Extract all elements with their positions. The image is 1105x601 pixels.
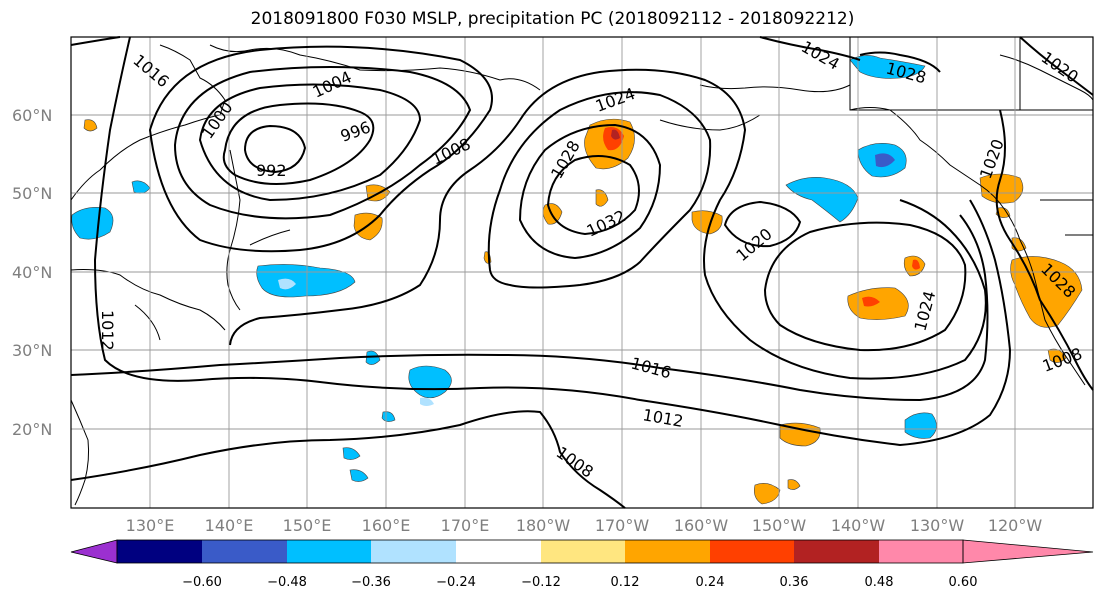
map-title: 2018091800 F030 MSLP, precipitation PC (…: [250, 9, 855, 29]
colorbar-tick: −0.36: [351, 575, 391, 590]
colorbar-tick: −0.60: [182, 575, 222, 590]
colorbar-extend-max: [962, 539, 1094, 564]
colorbar-segment: [541, 540, 625, 563]
isobars: [70, 36, 1094, 509]
lon-label: 150°E: [283, 516, 332, 535]
colorbar-segment: [287, 540, 371, 563]
colorbar-tick: −0.12: [521, 575, 561, 590]
colorbar-segment: [879, 540, 963, 563]
colorbar-segment: [371, 540, 456, 563]
isobar-label: 992: [256, 161, 287, 180]
lon-label: 150°W: [752, 516, 807, 535]
colorbar-tick: 0.48: [865, 575, 894, 590]
colorbar: [70, 539, 1094, 564]
colorbar-extend-min: [70, 539, 118, 564]
colorbar-tick-labels: −0.60 −0.48 −0.36 −0.24 −0.12 0.12 0.24 …: [182, 575, 977, 590]
lat-label: 40°N: [12, 263, 52, 282]
lon-label: 160°E: [362, 516, 411, 535]
lon-label: 140°W: [831, 516, 886, 535]
precip-darkblue-areas: [875, 153, 895, 168]
precip-darkred-areas: [611, 129, 620, 140]
precip-lightblue-areas: [278, 278, 434, 406]
lat-label: 60°N: [12, 106, 52, 125]
colorbar-tick: 0.24: [696, 575, 725, 590]
lon-label: 130°W: [910, 516, 965, 535]
lon-label: 130°E: [126, 516, 175, 535]
colorbar-segment: [625, 540, 710, 563]
lon-label: 120°W: [988, 516, 1043, 535]
colorbar-tick: 0.60: [949, 575, 978, 590]
lat-label: 20°N: [12, 420, 52, 439]
map-border: [70, 36, 1094, 509]
lon-label: 180°W: [516, 516, 571, 535]
lat-label: 50°N: [12, 184, 52, 203]
lon-label: 140°E: [205, 516, 254, 535]
colorbar-segment: [710, 540, 794, 563]
lon-label: 170°E: [441, 516, 490, 535]
latitude-labels: 60°N 50°N 40°N 30°N 20°N: [12, 106, 52, 439]
colorbar-segment: [117, 540, 202, 563]
lat-label: 30°N: [12, 341, 52, 360]
isobar-label: 1012: [98, 310, 117, 351]
longitude-labels: 130°E 140°E 150°E 160°E 170°E 180°W 170°…: [126, 516, 1043, 535]
colorbar-segment: [202, 540, 287, 563]
colorbar-segment: [456, 540, 541, 563]
lon-label: 160°W: [674, 516, 729, 535]
colorbar-segment: [794, 540, 879, 563]
lon-label: 170°W: [595, 516, 650, 535]
colorbar-tick: −0.24: [436, 575, 476, 590]
colorbar-tick: 0.36: [780, 575, 809, 590]
colorbar-tick: 0.12: [611, 575, 640, 590]
colorbar-tick: −0.48: [267, 575, 307, 590]
gridlines: [71, 37, 1093, 508]
